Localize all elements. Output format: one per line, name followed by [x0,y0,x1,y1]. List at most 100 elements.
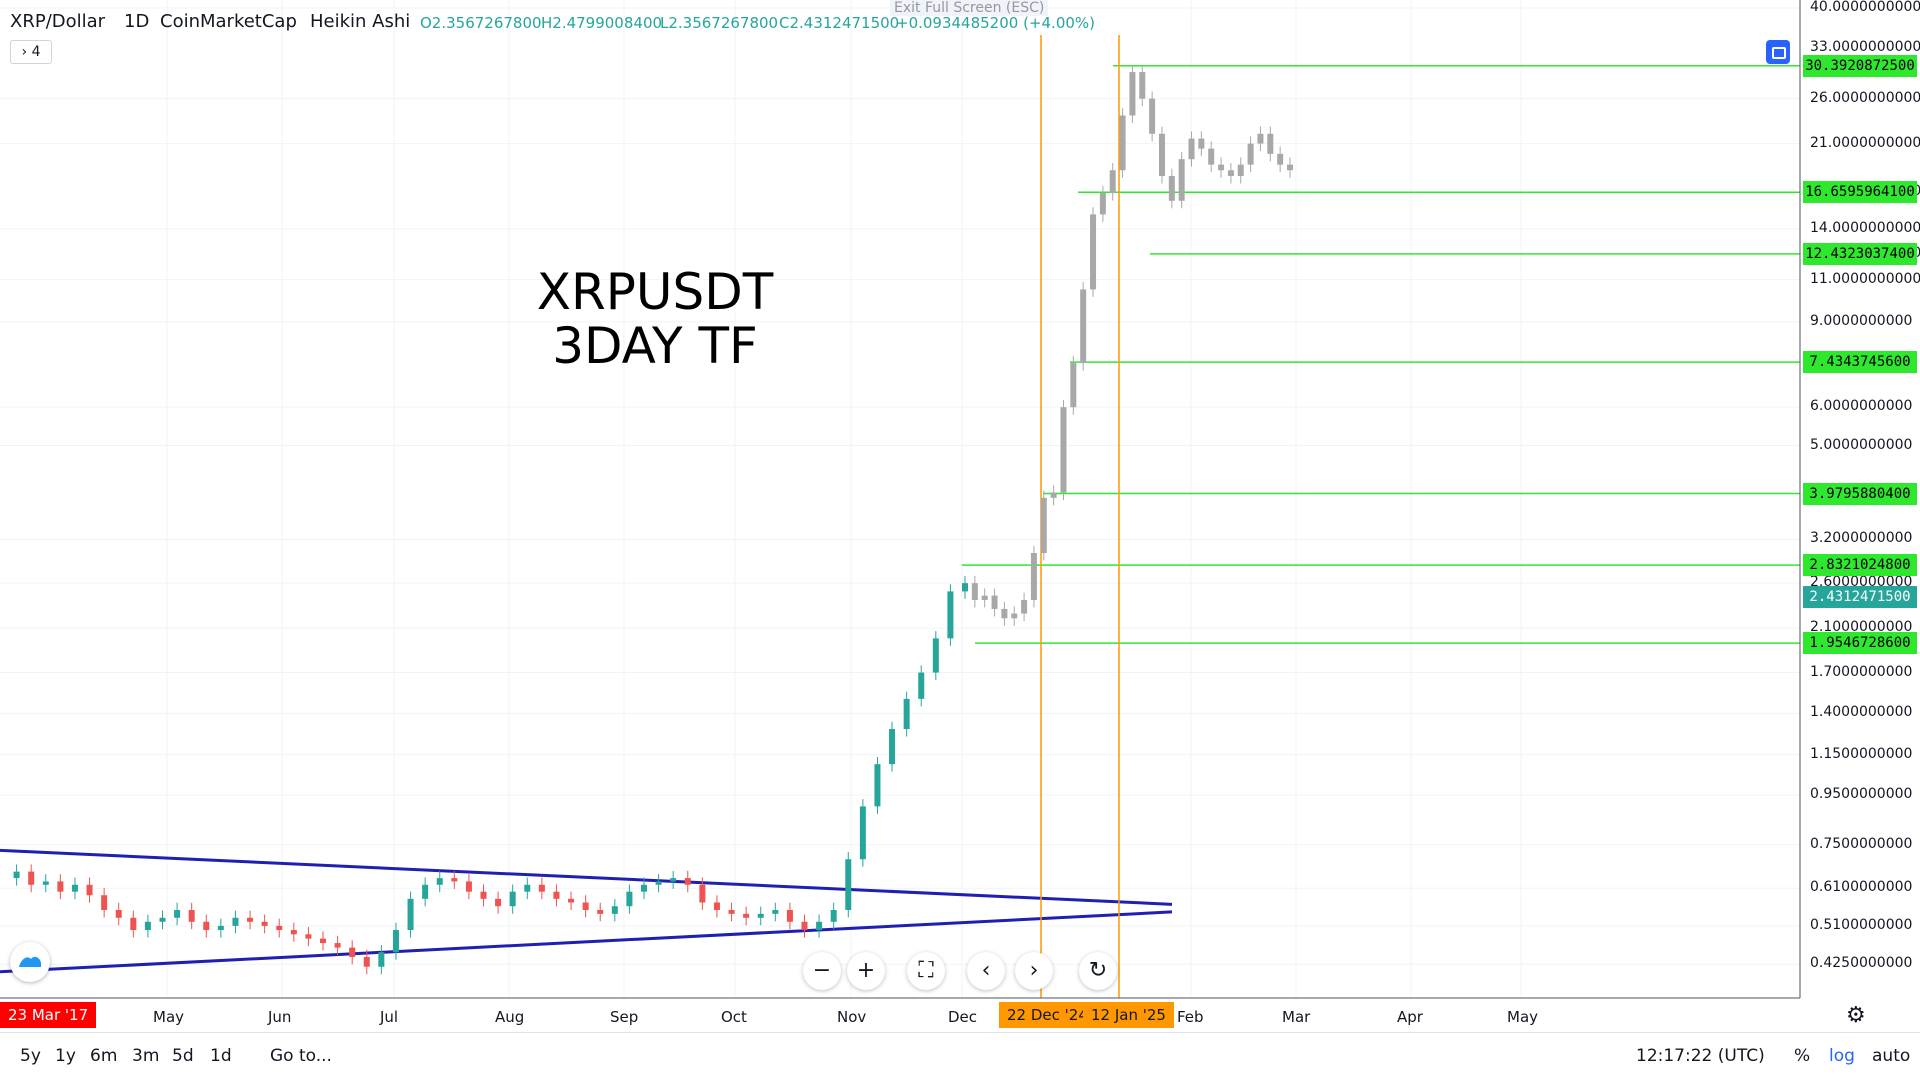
candle-body [1247,143,1254,165]
y-tick-label: 21.0000000000 [1810,134,1920,151]
candle-body [1070,363,1077,408]
candle-body [13,871,20,879]
symbol-name[interactable]: XRP/Dollar [10,11,106,32]
candle-body [1218,164,1225,171]
candle-body [626,891,633,907]
candle-body [363,956,370,967]
candle-body [188,909,195,922]
log-toggle[interactable]: log [1829,1046,1855,1066]
candle-body [57,881,64,892]
candle-body [1060,407,1067,493]
x-tick-label: Mar [1282,1008,1311,1026]
range-5d[interactable]: 5d [172,1046,194,1066]
candle-body [1237,164,1244,177]
triangle-trendlines [0,848,1173,974]
x-tick-label: Feb [1177,1008,1204,1026]
scroll-right-button[interactable]: › [1015,952,1053,990]
candle-body [1021,599,1028,614]
zoom-in-button[interactable]: + [847,952,885,990]
y-tick-label: 1.7000000000 [1810,663,1913,680]
candle-body [320,938,326,944]
candle-body [1030,553,1037,600]
indicators-toggle[interactable]: › 4 [10,40,52,64]
candle-body [1001,608,1008,619]
ohlc-open: O2.3567267800 [420,14,542,32]
range-3m[interactable]: 3m [132,1046,160,1066]
candle-body [495,898,502,907]
level-badge: 12.4323037400 [1803,242,1917,265]
y-tick-label: 2.1000000000 [1810,619,1913,636]
ohlc-high: H2.4799008400 [541,14,663,32]
candle-body [232,917,239,926]
candle-body [115,909,122,918]
candle-body [947,591,954,639]
candle-body [42,881,49,885]
candle-body [684,878,691,885]
range-1d[interactable]: 1d [210,1046,232,1066]
candle-body [465,881,472,892]
zoom-out-button[interactable]: − [803,952,841,990]
percent-toggle[interactable]: % [1794,1046,1811,1066]
utc-clock[interactable]: 12:17:22 (UTC) [1636,1046,1765,1066]
level-badge: 16.6595964100 [1803,181,1917,204]
range-5y[interactable]: 5y [20,1046,41,1066]
x-tick-label: Sep [610,1008,639,1026]
scroll-left-button[interactable]: ‹ [967,952,1005,990]
candle-body [670,878,677,882]
vline-badge-2: 12 Jan '25 [1083,1002,1174,1028]
y-tick-label: 0.7500000000 [1810,835,1913,852]
object-tree-icon[interactable] [1766,40,1790,64]
chart-style: Heikin Ashi [310,11,411,32]
candle-body [144,921,151,931]
vline-badge-1: 22 Dec '24 [999,1002,1096,1028]
chart-grid [0,0,1800,998]
horizontal-levels [962,65,1800,644]
exit-fullscreen-tip[interactable]: Exit Full Screen (ESC) [890,0,1049,16]
candle-body [422,884,429,899]
goto-button[interactable]: Go to... [270,1046,332,1066]
candle-body [874,764,881,807]
range-6m[interactable]: 6m [90,1046,118,1066]
y-tick-label: 0.5100000000 [1810,916,1913,933]
y-tick-label: 9.0000000000 [1810,312,1913,329]
annotation-line2: 3DAY TF [552,317,758,375]
candle-body [1149,98,1156,134]
interval[interactable]: 1D [124,11,150,32]
candle-body [86,884,93,896]
fit-screen-button[interactable]: ⛶ [907,952,945,990]
candle-body [757,913,764,918]
reset-chart-button[interactable]: ↻ [1079,952,1117,990]
range-1y[interactable]: 1y [55,1046,76,1066]
settings-gear-icon[interactable]: ⚙ [1846,1003,1866,1028]
candle-body [290,930,297,935]
auto-toggle[interactable]: auto [1872,1046,1911,1066]
candle-body [568,898,575,903]
candle-body [918,672,925,699]
x-tick-label: May [1507,1008,1539,1026]
y-tick-label: 14.0000000000 [1810,219,1920,236]
y-tick-label: 0.4250000000 [1810,955,1913,972]
candle-body [247,917,254,922]
tradingview-logo-icon[interactable] [10,942,50,982]
x-tick-label: Oct [721,1008,747,1026]
candle-body [203,921,210,931]
candle-body [641,884,647,892]
candle-body [932,638,939,673]
candle-body [1080,289,1087,364]
candle-body [1099,193,1106,215]
candle-body [903,698,910,729]
y-tick-label: 5.0000000000 [1810,436,1913,453]
x-tick-label: Jun [268,1008,292,1026]
symbol-header: XRP/Dollar 1D CoinMarketCap Heikin Ashi … [0,0,1800,46]
chart-annotation[interactable]: XRPUSDT 3DAY TF [505,265,805,373]
candle-body [1129,72,1136,116]
candle-body [1178,159,1185,201]
x-tick-label: Aug [495,1008,525,1026]
y-tick-label: 0.9500000000 [1810,785,1913,802]
y-tick-label: 1.4000000000 [1810,704,1913,721]
x-start-badge: 23 Mar '17 [0,1002,97,1028]
candle-body [655,881,662,885]
current-price-badge: 2.4312471500 [1803,586,1917,609]
candle-body [71,884,78,892]
